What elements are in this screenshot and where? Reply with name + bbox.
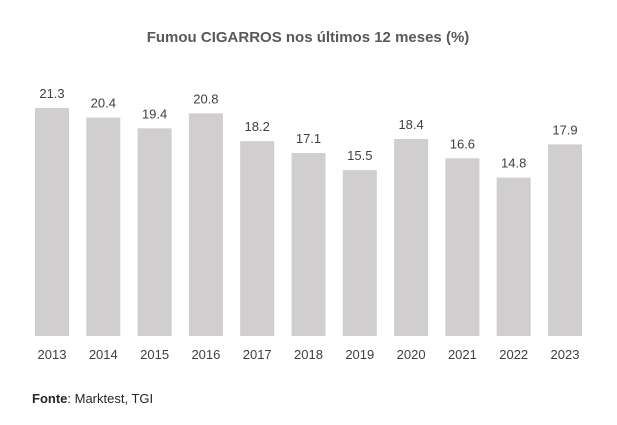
x-tick-2015: 2015 xyxy=(140,347,169,362)
bar-2018 xyxy=(291,153,326,336)
bars-group xyxy=(35,108,582,337)
x-tick-2013: 2013 xyxy=(38,347,67,362)
bar-2021 xyxy=(445,158,480,336)
bar-2013 xyxy=(35,108,69,336)
value-label-2020: 18.4 xyxy=(398,117,423,132)
x-tick-2019: 2019 xyxy=(345,347,374,362)
bar-2023 xyxy=(548,144,582,336)
value-label-2017: 18.2 xyxy=(245,119,270,134)
x-tick-2023: 2023 xyxy=(551,347,580,362)
value-label-2016: 20.8 xyxy=(193,91,218,106)
bar-2014 xyxy=(86,117,121,336)
bar-2017 xyxy=(240,141,275,336)
x-tick-2016: 2016 xyxy=(191,347,220,362)
x-tick-2022: 2022 xyxy=(499,347,528,362)
x-tick-2018: 2018 xyxy=(294,347,323,362)
value-label-2015: 19.4 xyxy=(142,106,167,121)
value-label-2013: 21.3 xyxy=(39,86,64,101)
x-tick-2020: 2020 xyxy=(397,347,426,362)
bar-2015 xyxy=(137,128,172,336)
bar-chart: Fumou CIGARROS nos últimos 12 meses (%) … xyxy=(35,29,582,362)
source-label: Fonte xyxy=(32,391,68,406)
value-label-2014: 20.4 xyxy=(91,96,116,111)
value-label-2021: 16.6 xyxy=(450,136,475,151)
source-text: : Marktest, TGI xyxy=(67,391,154,406)
bar-2020 xyxy=(394,139,429,336)
value-labels-group: 21.3 20.4 19.4 20.8 18.2 17.1 15.5 18.4 16.6 14.8… xyxy=(39,86,577,171)
chart-title: Fumou CIGARROS nos últimos 12 meses (%) xyxy=(147,29,470,46)
value-label-2018: 17.1 xyxy=(296,131,321,146)
x-ticks-group: 2013 2014 2015 2016 2017 2018 2019 2020 2021 2022… xyxy=(38,347,580,362)
value-label-2023: 17.9 xyxy=(552,122,577,137)
bar-2022 xyxy=(496,177,531,336)
bar-2016 xyxy=(188,113,223,337)
value-label-2019: 15.5 xyxy=(347,148,372,163)
source-note: Fonte: Marktest, TGI xyxy=(32,391,153,406)
value-label-2022: 14.8 xyxy=(501,156,526,171)
x-tick-2021: 2021 xyxy=(448,347,477,362)
bar-2019 xyxy=(342,170,377,336)
x-tick-2014: 2014 xyxy=(89,347,118,362)
x-tick-2017: 2017 xyxy=(243,347,272,362)
